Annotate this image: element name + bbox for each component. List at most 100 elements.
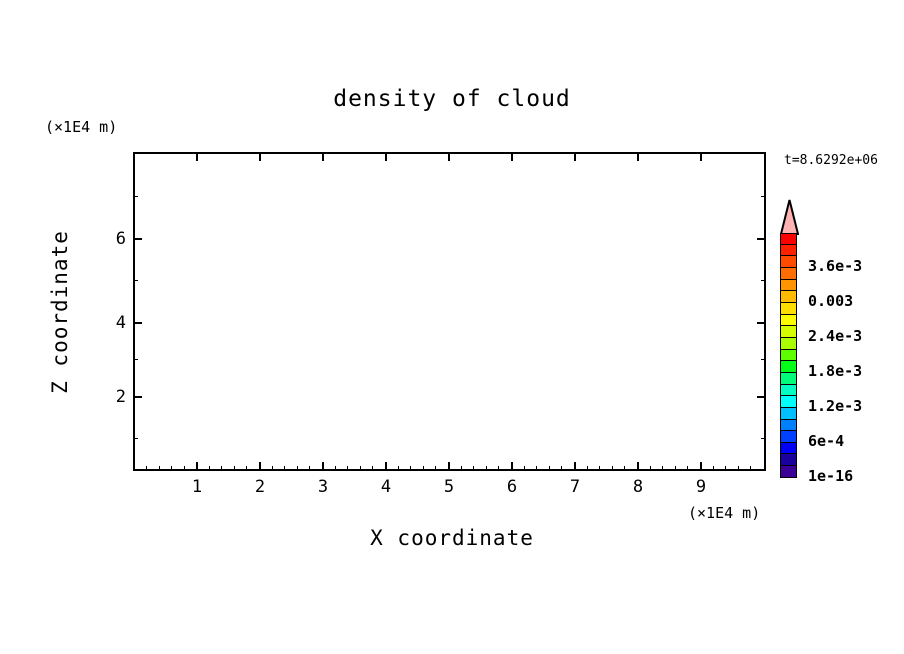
page-title: density of cloud <box>333 86 571 112</box>
y-tick-major <box>133 396 142 398</box>
x-tick-major-top <box>574 152 576 161</box>
x-tick-minor <box>662 466 663 471</box>
colorbar-band <box>780 361 797 373</box>
y-tick-major <box>133 322 142 324</box>
colorbar-band <box>780 337 797 350</box>
x-tick-minor <box>221 466 222 471</box>
x-tick-minor <box>750 466 751 471</box>
colorbar-band <box>780 466 797 478</box>
colorbar-bands <box>780 233 797 478</box>
x-tick-major <box>448 462 450 471</box>
x-tick-minor <box>347 466 348 471</box>
x-tick-major <box>511 462 513 471</box>
y-tick-minor <box>133 280 138 281</box>
y-tick-minor <box>133 438 138 439</box>
y-tick-major-right <box>757 396 766 398</box>
x-tick-major <box>637 462 639 471</box>
x-tick-minor <box>234 466 235 471</box>
colorbar-band <box>780 291 797 303</box>
colorbar-band <box>780 302 797 315</box>
x-tick-minor <box>738 466 739 471</box>
colorbar-tick-label: 6e-4 <box>808 432 845 450</box>
x-tick-minor <box>561 466 562 471</box>
x-tick-minor <box>159 466 160 471</box>
x-tick-minor <box>587 466 588 471</box>
x-tick-minor <box>309 466 310 471</box>
x-tick-label: 3 <box>317 477 329 497</box>
y-tick-label: 2 <box>115 387 126 407</box>
colorbar-tick-label: 0.003 <box>808 292 854 310</box>
x-tick-major-top <box>448 152 450 161</box>
y-tick-minor-right <box>761 196 766 197</box>
timestamp-annotation: t=8.6292e+06 <box>784 153 878 168</box>
x-tick-label: 9 <box>695 477 707 497</box>
colorbar-band <box>780 372 797 385</box>
x-tick-major-top <box>196 152 198 161</box>
x-tick-minor <box>536 466 537 471</box>
x-tick-major-top <box>385 152 387 161</box>
colorbar-tick-label: 2.4e-3 <box>808 327 863 345</box>
x-tick-minor <box>687 466 688 471</box>
plot-frame <box>133 152 766 471</box>
x-tick-major <box>322 462 324 471</box>
x-tick-minor <box>398 466 399 471</box>
colorbar-band <box>780 326 797 338</box>
colorbar-band <box>780 267 797 280</box>
x-tick-minor <box>624 466 625 471</box>
x-tick-major-top <box>322 152 324 161</box>
colorbar-band <box>780 384 797 397</box>
x-tick-minor <box>284 466 285 471</box>
x-tick-minor <box>146 466 147 471</box>
colorbar-band <box>780 396 797 408</box>
x-axis-unit-label: (×1E4 m) <box>688 504 761 522</box>
x-tick-major-top <box>511 152 513 161</box>
colorbar-tick-label: 1.2e-3 <box>808 397 863 415</box>
y-axis-title: Z coordinate <box>48 230 72 394</box>
x-tick-major <box>259 462 261 471</box>
x-tick-major <box>385 462 387 471</box>
colorbar-band <box>780 256 797 268</box>
x-axis-title: X coordinate <box>370 526 534 550</box>
x-tick-minor <box>549 466 550 471</box>
x-tick-minor <box>524 466 525 471</box>
x-tick-major <box>574 462 576 471</box>
x-tick-major-top <box>637 152 639 161</box>
x-tick-major-top <box>259 152 261 161</box>
x-tick-label: 4 <box>380 477 392 497</box>
y-tick-minor-right <box>761 359 766 360</box>
x-tick-major <box>700 462 702 471</box>
x-tick-minor <box>410 466 411 471</box>
x-tick-minor <box>599 466 600 471</box>
x-tick-minor <box>171 466 172 471</box>
x-tick-minor <box>209 466 210 471</box>
x-tick-minor <box>713 466 714 471</box>
y-tick-major-right <box>757 238 766 240</box>
x-tick-minor <box>461 466 462 471</box>
colorbar-band <box>780 244 797 257</box>
colorbar-band <box>780 454 797 467</box>
y-tick-label: 6 <box>115 229 126 249</box>
colorbar-band <box>780 279 797 292</box>
y-tick-label: 4 <box>115 313 126 333</box>
x-tick-minor <box>360 466 361 471</box>
x-tick-minor <box>498 466 499 471</box>
colorbar-band <box>780 349 797 362</box>
x-tick-minor <box>246 466 247 471</box>
x-tick-minor <box>435 466 436 471</box>
colorbar-band <box>780 407 797 420</box>
x-tick-minor <box>272 466 273 471</box>
x-tick-minor <box>675 466 676 471</box>
x-tick-minor <box>335 466 336 471</box>
x-tick-minor <box>650 466 651 471</box>
colorbar-tick-label: 3.6e-3 <box>808 257 863 275</box>
y-tick-major <box>133 238 142 240</box>
x-tick-label: 6 <box>506 477 518 497</box>
x-tick-major-top <box>700 152 702 161</box>
colorbar-tick-label: 1.8e-3 <box>808 362 863 380</box>
colorbar-band <box>780 233 797 245</box>
colorbar-tick-label: 1e-16 <box>808 467 854 485</box>
x-tick-label: 2 <box>254 477 266 497</box>
x-tick-label: 1 <box>191 477 203 497</box>
x-tick-minor <box>297 466 298 471</box>
